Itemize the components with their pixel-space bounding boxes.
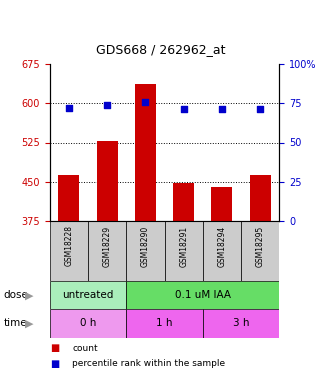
Bar xyxy=(50,281,126,309)
Bar xyxy=(97,141,118,221)
Text: GDS668 / 262962_at: GDS668 / 262962_at xyxy=(96,43,225,56)
Text: untreated: untreated xyxy=(62,290,114,300)
Bar xyxy=(173,183,194,221)
Bar xyxy=(58,175,79,221)
Point xyxy=(257,106,263,112)
Bar xyxy=(211,187,232,221)
Text: GSM18290: GSM18290 xyxy=(141,225,150,267)
Text: GSM18295: GSM18295 xyxy=(256,225,265,267)
Text: 0.1 uM IAA: 0.1 uM IAA xyxy=(175,290,231,300)
Text: time: time xyxy=(3,318,27,328)
Point xyxy=(105,102,110,108)
Bar xyxy=(50,221,88,281)
Bar xyxy=(126,221,164,281)
Bar xyxy=(126,281,279,309)
Bar xyxy=(135,84,156,221)
Text: GSM18229: GSM18229 xyxy=(103,225,112,267)
Point xyxy=(181,106,186,112)
Text: GSM18294: GSM18294 xyxy=(217,225,226,267)
Text: count: count xyxy=(72,344,98,353)
Bar xyxy=(50,309,126,338)
Text: ■: ■ xyxy=(50,359,59,369)
Text: ▶: ▶ xyxy=(25,318,33,328)
Text: 3 h: 3 h xyxy=(233,318,249,328)
Text: ■: ■ xyxy=(50,343,59,353)
Text: dose: dose xyxy=(3,290,28,300)
Bar xyxy=(126,309,203,338)
Point xyxy=(219,106,224,112)
Bar xyxy=(88,221,126,281)
Bar xyxy=(203,221,241,281)
Text: ▶: ▶ xyxy=(25,290,33,300)
Text: GSM18291: GSM18291 xyxy=(179,225,188,267)
Text: GSM18228: GSM18228 xyxy=(65,225,74,267)
Text: percentile rank within the sample: percentile rank within the sample xyxy=(72,359,225,368)
Bar xyxy=(250,175,271,221)
Bar xyxy=(241,221,279,281)
Bar xyxy=(164,221,203,281)
Point xyxy=(66,105,72,111)
Bar xyxy=(203,309,279,338)
Point xyxy=(143,99,148,105)
Text: 0 h: 0 h xyxy=(80,318,96,328)
Text: 1 h: 1 h xyxy=(156,318,173,328)
